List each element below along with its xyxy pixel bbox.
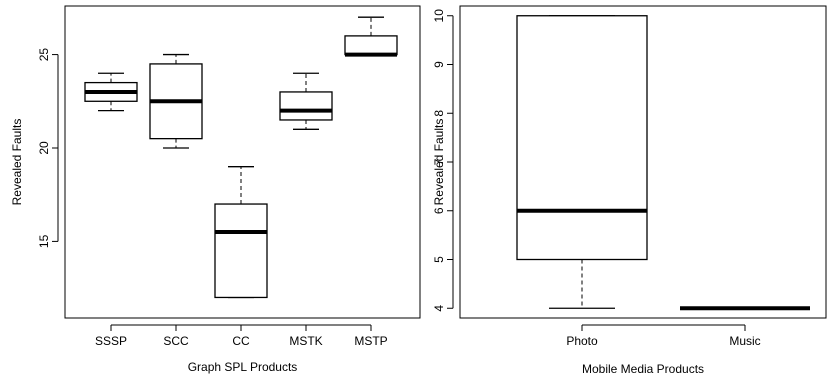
x-tick-label: MSTK: [289, 334, 322, 348]
box-scc: [149, 53, 203, 149]
box-photo: [516, 15, 648, 309]
x-tick-label: SSSP: [95, 334, 127, 348]
y-tick-label: 5: [432, 256, 446, 263]
iqr-box: [279, 91, 333, 121]
x-axis-title: Graph SPL Products: [188, 360, 298, 374]
y-tick-label: 15: [37, 234, 51, 248]
chart-panel-left: 15 20 25 SSSP SCC CC MSTK MSTP Graph SPL Product…: [10, 5, 421, 374]
chart-panel-right: 4 5 6 7 8 9 10 Photo Music Mobile Media Products R…: [432, 5, 827, 376]
y-tick-label: 25: [37, 48, 51, 62]
y-tick-label: 4: [432, 305, 446, 312]
iqr-box: [214, 203, 268, 299]
y-tick-label: 6: [432, 207, 446, 214]
plot-frame: [459, 5, 827, 319]
x-tick-label: Music: [729, 334, 760, 348]
y-axis-title: Revealed Faults: [10, 119, 24, 206]
box-mstk: [279, 72, 333, 130]
iqr-box: [516, 15, 648, 261]
x-tick-label: CC: [232, 334, 250, 348]
y-tick-label: 10: [432, 9, 446, 23]
box-sssp: [84, 72, 138, 112]
y-tick-label: 9: [432, 61, 446, 68]
y-tick-label: 7: [432, 158, 446, 165]
y-axis-title: Revealed Faults: [432, 119, 446, 206]
x-tick-label: Photo: [566, 334, 598, 348]
y-tick-label: 20: [37, 141, 51, 155]
x-axis-title: Mobile Media Products: [582, 362, 704, 376]
iqr-box: [344, 35, 398, 56]
y-tick-label: 8: [432, 110, 446, 117]
x-tick-label: MSTP: [354, 334, 387, 348]
box-mstp: [344, 16, 398, 57]
x-tick-label: SCC: [163, 334, 189, 348]
plot-frame: [64, 5, 421, 319]
box-cc: [214, 166, 268, 299]
